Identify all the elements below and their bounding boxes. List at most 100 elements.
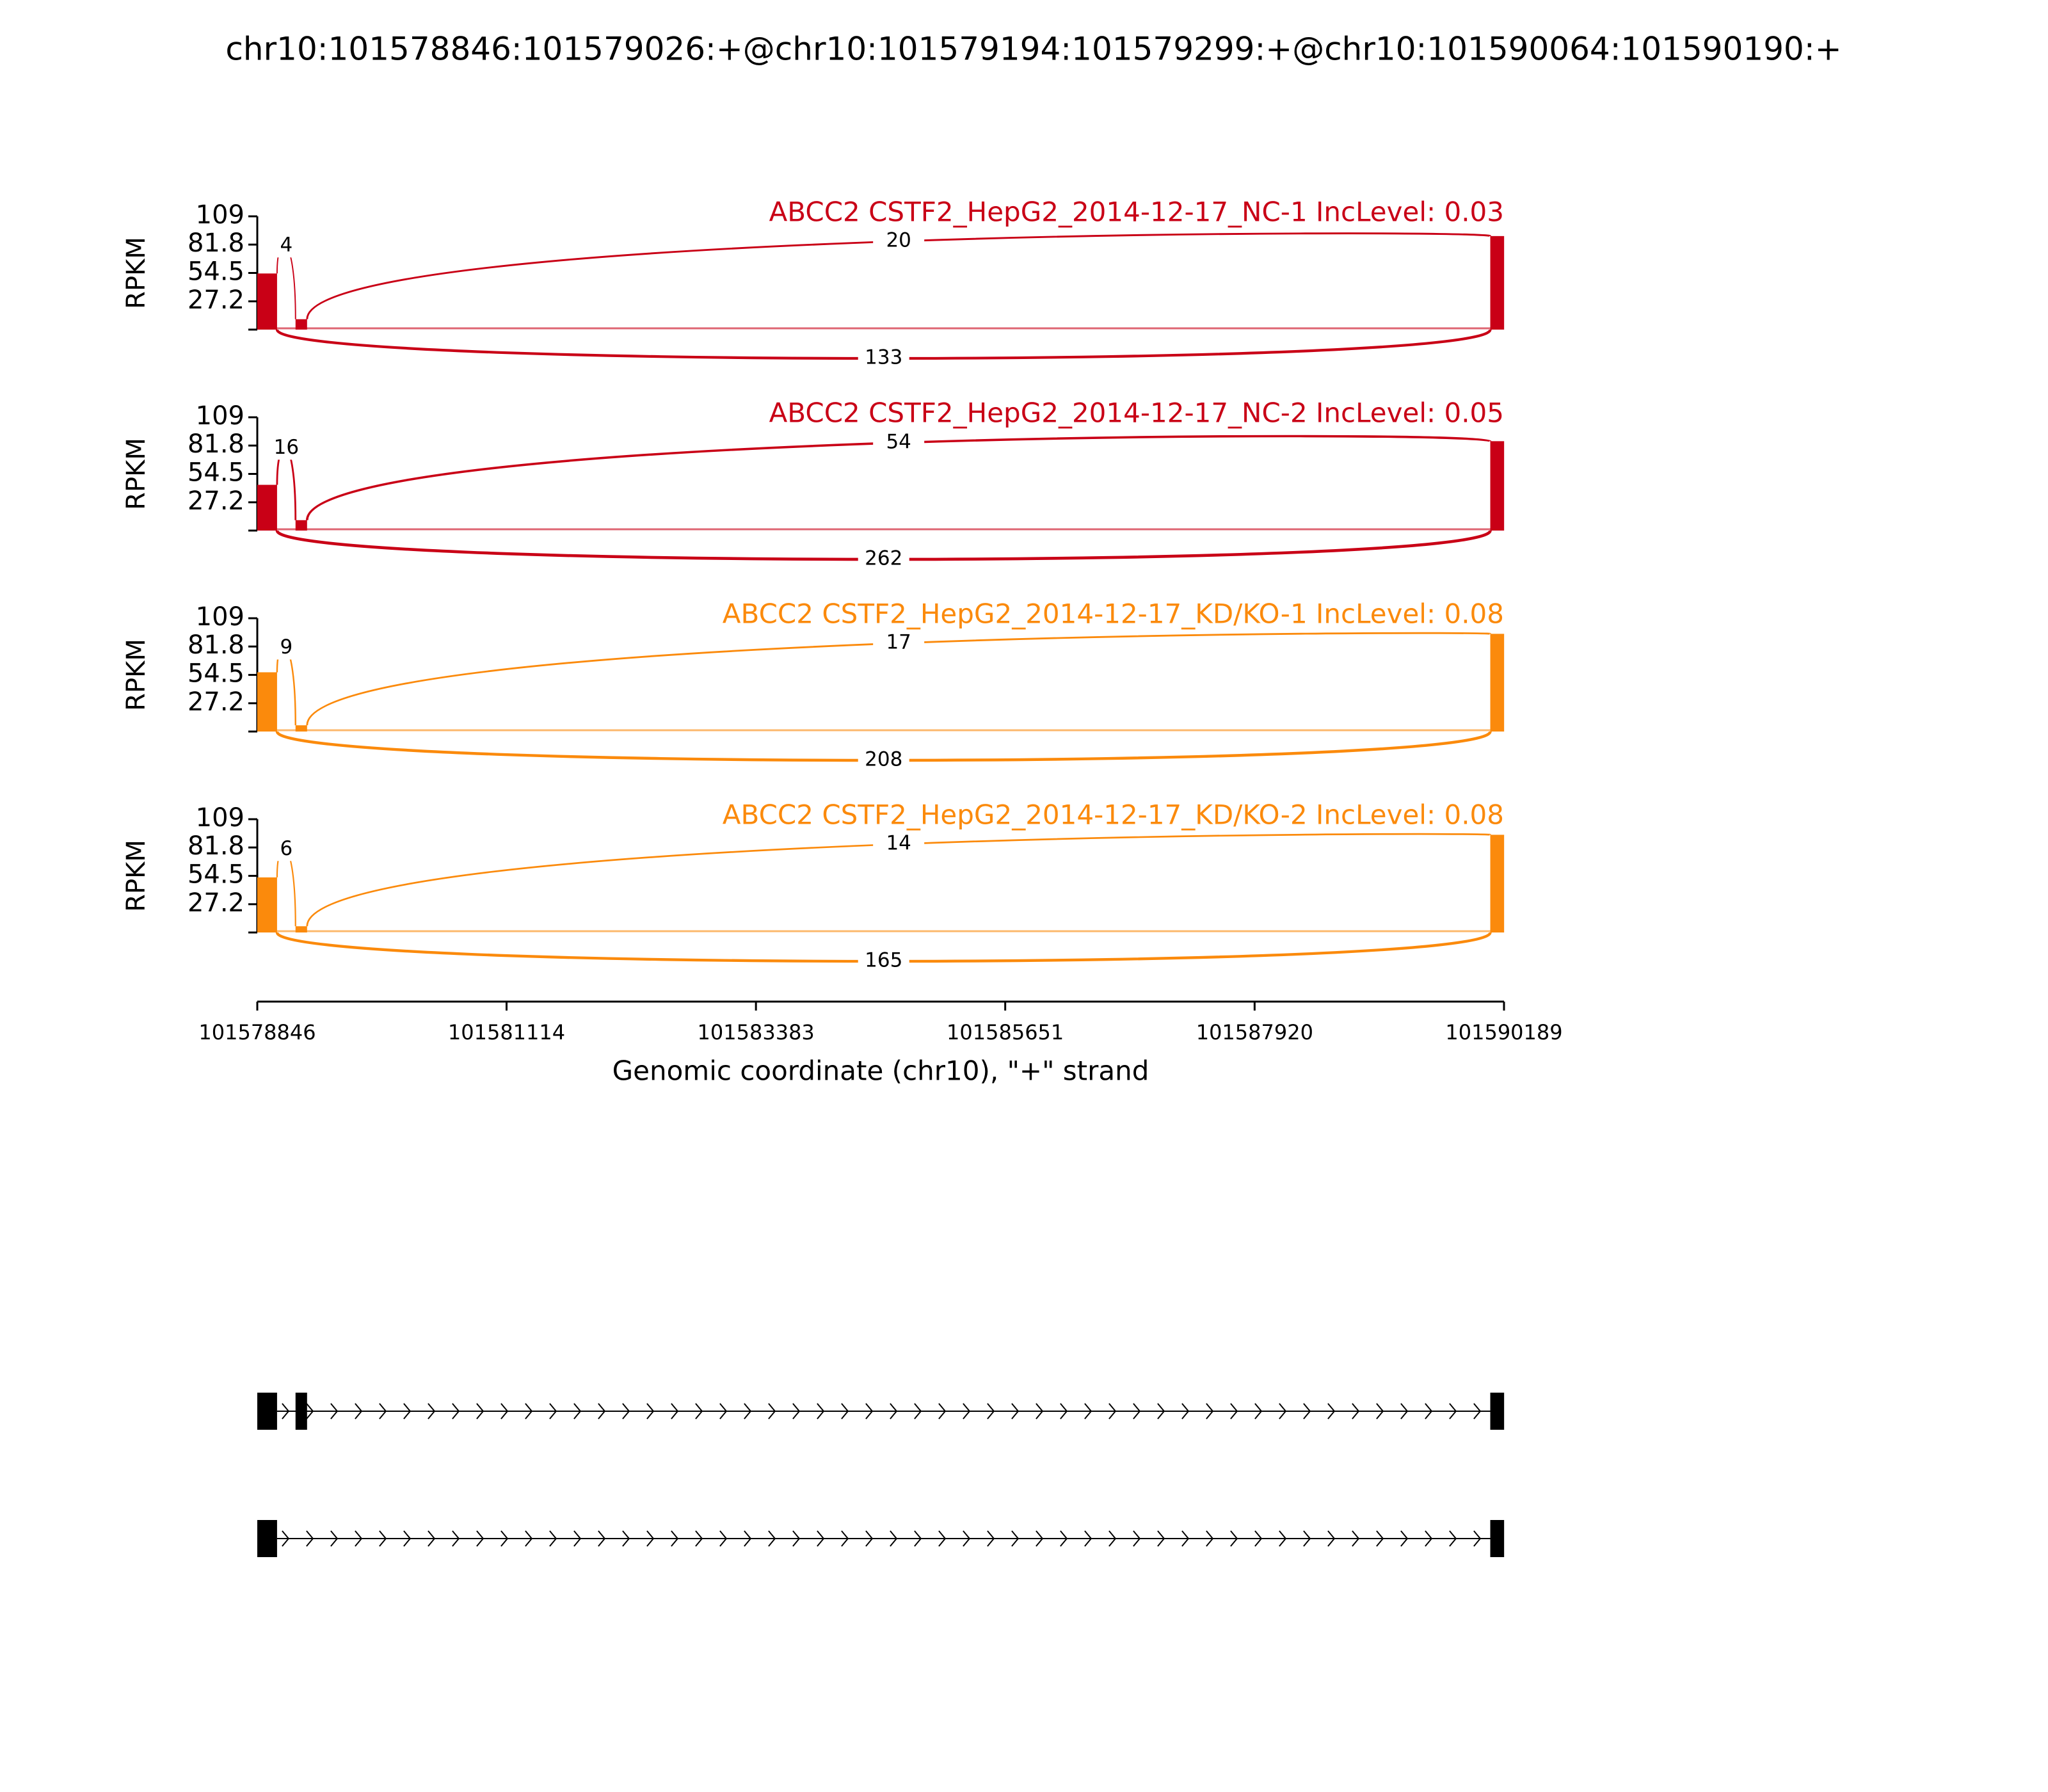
- strand-arrow: [622, 1403, 630, 1420]
- y-tick-label: 27.2: [188, 687, 244, 717]
- junction-label-bg: [873, 631, 925, 655]
- junction-label: 14: [886, 831, 911, 854]
- strand-arrow: [744, 1530, 752, 1547]
- exon-box: [295, 1393, 307, 1430]
- strand-arrow: [500, 1403, 509, 1420]
- strand-arrow: [1352, 1403, 1360, 1420]
- strand-arrow: [914, 1403, 922, 1420]
- junction-label-bg: [873, 229, 925, 253]
- junction-label: 9: [280, 636, 292, 659]
- strand-arrow: [1254, 1403, 1263, 1420]
- y-tick-label: 54.5: [188, 458, 244, 488]
- coverage-bar: [1490, 634, 1505, 732]
- y-axis-label: RPKM: [122, 438, 151, 510]
- strand-arrow: [1425, 1530, 1433, 1547]
- y-tick-label: 109: [196, 803, 244, 833]
- y-tick-label: 109: [196, 200, 244, 230]
- junction-label: 208: [865, 748, 902, 771]
- strand-arrow: [938, 1403, 947, 1420]
- strand-arrow: [1036, 1403, 1044, 1420]
- y-tick-label: 54.5: [188, 659, 244, 689]
- strand-arrow: [282, 1530, 290, 1547]
- strand-arrow: [1011, 1403, 1020, 1420]
- coverage-bar: [295, 926, 307, 932]
- strand-arrow: [1400, 1530, 1409, 1547]
- strand-arrow: [1060, 1530, 1068, 1547]
- strand-arrow: [1400, 1403, 1409, 1420]
- strand-arrow: [719, 1403, 728, 1420]
- x-tick-label: 101583383: [698, 1020, 815, 1044]
- x-tick-label: 101590189: [1445, 1020, 1562, 1044]
- panel-title: ABCC2 CSTF2_HepG2_2014-12-17_KD/KO-2 Inc…: [723, 799, 1504, 831]
- panel-title: ABCC2 CSTF2_HepG2_2014-12-17_KD/KO-1 Inc…: [723, 598, 1504, 630]
- strand-arrow: [1084, 1530, 1092, 1547]
- strand-arrow: [428, 1530, 436, 1547]
- strand-arrow: [1157, 1403, 1165, 1420]
- strand-arrow: [1181, 1403, 1190, 1420]
- strand-arrow: [768, 1403, 776, 1420]
- strand-arrow: [1108, 1403, 1117, 1420]
- strand-arrow: [1084, 1403, 1092, 1420]
- coverage-bar: [1490, 441, 1505, 531]
- strand-arrow: [1011, 1530, 1020, 1547]
- strand-arrow: [890, 1530, 898, 1547]
- strand-arrow: [525, 1403, 533, 1420]
- y-tick-label: 81.8: [188, 831, 244, 861]
- junction-label-bg: [858, 548, 909, 571]
- strand-arrow: [1376, 1530, 1384, 1547]
- strand-arrow: [306, 1403, 314, 1420]
- junction-label: 20: [886, 228, 911, 252]
- strand-arrow: [355, 1530, 363, 1547]
- y-tick-label: 54.5: [188, 860, 244, 890]
- strand-arrow: [282, 1403, 290, 1420]
- strand-arrow: [744, 1403, 752, 1420]
- strand-arrow: [379, 1530, 387, 1547]
- junction-label-bg: [260, 436, 312, 460]
- strand-arrow: [525, 1530, 533, 1547]
- coverage-bar: [295, 520, 307, 531]
- strand-arrow: [695, 1530, 703, 1547]
- strand-arrow: [1157, 1530, 1165, 1547]
- coverage-bar: [295, 725, 307, 732]
- strand-arrow: [476, 1530, 484, 1547]
- strand-arrow: [452, 1403, 460, 1420]
- strand-arrow: [865, 1403, 874, 1420]
- junction-label: 262: [865, 547, 902, 570]
- strand-arrow: [1303, 1403, 1311, 1420]
- y-tick-label: 109: [196, 602, 244, 632]
- coverage-bar: [257, 672, 277, 732]
- strand-arrow: [379, 1403, 387, 1420]
- strand-arrow: [963, 1403, 971, 1420]
- strand-arrow: [403, 1403, 412, 1420]
- strand-arrow: [1303, 1530, 1311, 1547]
- y-tick-label: 27.2: [188, 486, 244, 516]
- junction-label: 54: [886, 430, 911, 453]
- x-tick-label: 101585651: [947, 1020, 1064, 1044]
- strand-arrow: [671, 1403, 679, 1420]
- exon-box: [1490, 1520, 1505, 1557]
- junction-label-bg: [873, 832, 925, 856]
- coverage-bar: [1490, 236, 1505, 330]
- strand-arrow: [841, 1403, 849, 1420]
- x-tick-label: 101587920: [1196, 1020, 1313, 1044]
- panel-title: ABCC2 CSTF2_HepG2_2014-12-17_NC-1 IncLev…: [769, 196, 1504, 228]
- strand-arrow: [355, 1403, 363, 1420]
- y-tick-label: 81.8: [188, 228, 244, 258]
- strand-arrow: [573, 1530, 582, 1547]
- strand-arrow: [817, 1530, 825, 1547]
- coverage-bar: [295, 319, 307, 330]
- strand-arrow: [1133, 1530, 1141, 1547]
- strand-arrow: [1449, 1530, 1457, 1547]
- strand-arrow: [452, 1530, 460, 1547]
- coverage-bar: [257, 877, 277, 932]
- x-tick-label: 101578846: [198, 1020, 316, 1044]
- y-tick-label: 27.2: [188, 888, 244, 918]
- junction-label-bg: [858, 950, 909, 973]
- junction-label: 16: [274, 436, 299, 459]
- strand-arrow: [1133, 1403, 1141, 1420]
- strand-arrow: [987, 1530, 995, 1547]
- junction-label: 6: [280, 837, 292, 860]
- junction-label-bg: [873, 431, 925, 454]
- strand-arrow: [1449, 1403, 1457, 1420]
